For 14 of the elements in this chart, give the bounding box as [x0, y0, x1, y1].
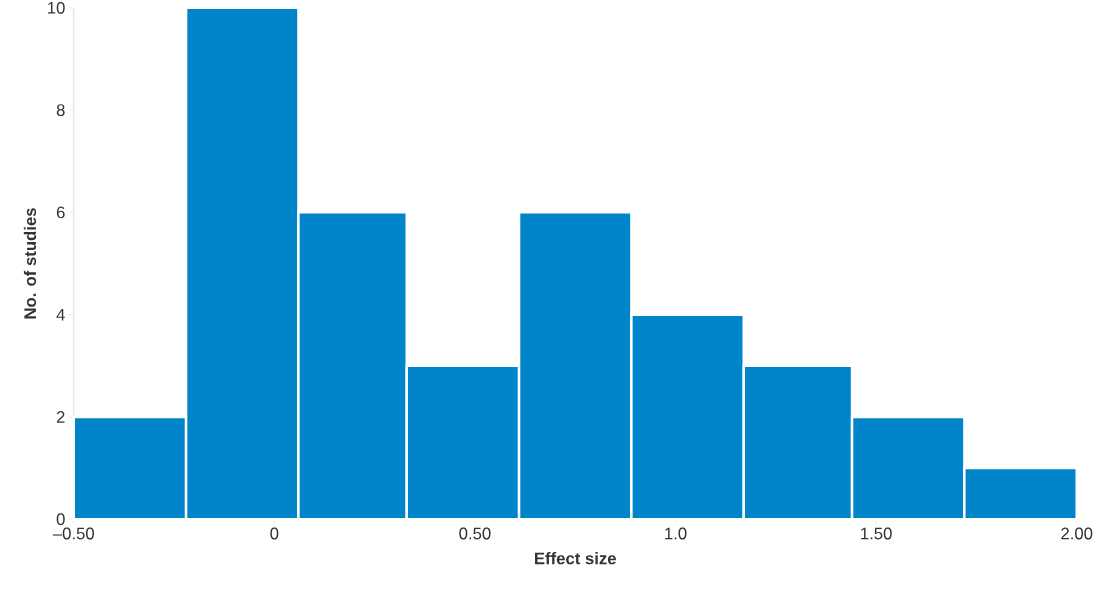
y-tick-label: 6 [56, 206, 65, 219]
x-tick-label: 1.50 [861, 527, 892, 540]
y-axis-title: No. of studies [23, 208, 37, 319]
x-tick-label: 0.50 [459, 527, 491, 540]
x-tick-label: 2.00 [1061, 527, 1093, 540]
x-tick-label: –0.50 [52, 527, 95, 540]
y-tick-label: 4 [56, 309, 65, 321]
y-tick-label: 2 [56, 411, 65, 423]
y-tick-label: 0 [56, 513, 65, 526]
y-tick-label: 8 [56, 104, 65, 117]
x-axis-title: Effect size [535, 552, 616, 565]
y-tick-label: 10 [48, 2, 65, 14]
x-tick-label: 0 [270, 527, 279, 540]
x-tick-label: 1.0 [665, 527, 687, 540]
